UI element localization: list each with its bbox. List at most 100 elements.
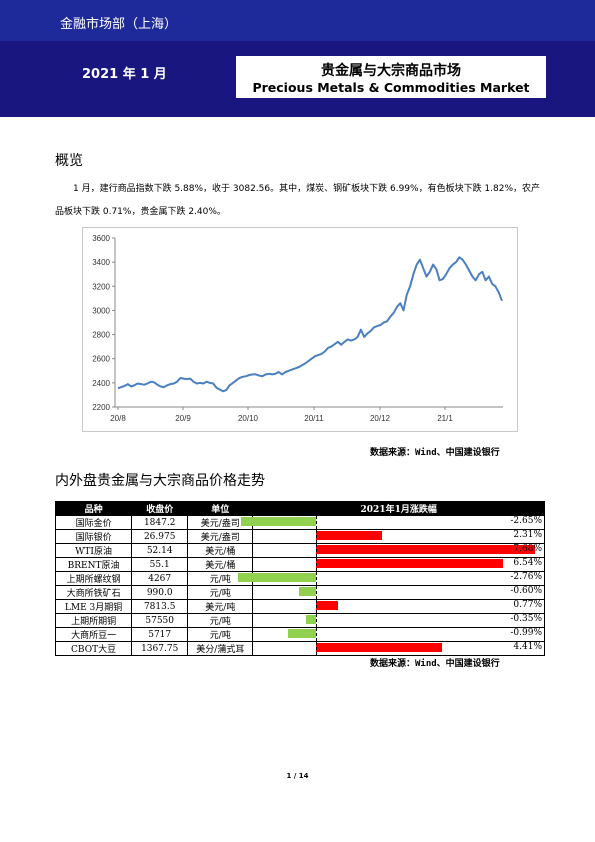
change-bar-cell: -2.76% — [237, 571, 545, 586]
table-source-note: 数据来源：Wind、中国建设银行 — [370, 659, 500, 669]
price-table: 品种 收盘价 单位 2021年1月涨跌幅 国际金价 1847.2 美元/盎司 -2.6… — [54, 501, 545, 656]
cell-name: 国际银价 — [54, 529, 133, 544]
table-row: LME 3月期铜 7813.5 美元/吨 0.77% — [54, 599, 545, 614]
cell-close: 55.1 — [131, 557, 189, 572]
change-bar — [299, 587, 317, 596]
y-tick-label: 3000 — [92, 306, 110, 315]
change-percent: 7.68% — [513, 544, 542, 554]
cell-close: 4267 — [131, 571, 189, 586]
zero-line — [316, 530, 318, 543]
cell-unit: 元/吨 — [187, 613, 254, 628]
report-title-en: Precious Metals & Commodities Market — [252, 80, 530, 95]
cell-name: LME 3月期铜 — [54, 599, 133, 614]
col-header-close: 收盘价 — [131, 501, 189, 516]
cell-name: 大商所豆一 — [54, 627, 133, 642]
change-percent: 0.77% — [513, 600, 542, 610]
change-bar-cell: 0.77% — [252, 599, 545, 614]
cell-close: 7813.5 — [131, 599, 189, 614]
change-bar-cell: -0.60% — [252, 585, 545, 600]
zero-line — [316, 614, 318, 627]
change-percent: 4.41% — [513, 642, 542, 652]
change-bar-cell: -0.99% — [252, 627, 545, 642]
change-bar-cell: -0.35% — [252, 613, 545, 628]
x-tick-label: 20/8 — [110, 414, 126, 423]
overview-text: 1 月，建行商品指数下跌 5.88%，收于 3082.56。其中，煤炭、钢矿板块… — [55, 184, 541, 217]
table-row: 国际银价 26.975 美元/盎司 2.31% — [54, 529, 545, 544]
change-percent: -0.99% — [510, 628, 542, 638]
col-header-change: 2021年1月涨跌幅 — [252, 501, 545, 516]
report-title-cn: 贵金属与大宗商品市场 — [321, 63, 461, 79]
table-row: 大商所豆一 5717 元/吨 -0.99% — [54, 627, 545, 642]
commodity-index-chart: 3600 3400 3200 3000 2800 2600 2400 2200 20/8 20/9… — [82, 227, 518, 432]
index-series-line — [117, 256, 503, 393]
change-percent: -2.76% — [510, 572, 542, 582]
table-row: 国际金价 1847.2 美元/盎司 -2.65% — [54, 515, 545, 530]
cell-name: 国际金价 — [54, 515, 133, 530]
cell-unit: 美元/吨 — [187, 599, 254, 614]
y-tick-label: 3600 — [92, 234, 110, 243]
table-row: 大商所铁矿石 990.0 元/吨 -0.60% — [54, 585, 545, 600]
cell-unit: 元/吨 — [187, 627, 254, 642]
y-tick-label: 2400 — [92, 379, 110, 388]
overview-heading: 概览 — [55, 153, 83, 169]
change-percent: -0.60% — [510, 586, 542, 596]
y-tick-label: 2200 — [92, 403, 110, 412]
cell-name: 上期所螺纹钢 — [54, 571, 133, 586]
change-percent: -2.65% — [510, 516, 542, 526]
zero-line — [316, 600, 318, 613]
change-bar — [316, 545, 536, 554]
zero-line — [316, 516, 318, 529]
change-bar — [316, 531, 383, 540]
change-bar — [306, 615, 317, 624]
col-header-name: 品种 — [54, 501, 133, 516]
change-bar — [316, 643, 443, 652]
report-date: 2021 年 1 月 — [82, 67, 167, 82]
page-number: 1 / 14 — [286, 772, 309, 780]
cell-name: BRENT原油 — [54, 557, 133, 572]
change-percent: 6.54% — [513, 558, 542, 568]
cell-name: 上期所期铜 — [54, 613, 133, 628]
overview-paragraph: 1 月，建行商品指数下跌 5.88%，收于 3082.56。其中，煤炭、钢矿板块… — [55, 178, 545, 224]
change-bar — [240, 517, 317, 526]
change-bar-cell: 6.54% — [252, 557, 545, 572]
cell-unit: 美分/蒲式耳 — [187, 641, 254, 656]
zero-line — [316, 558, 318, 571]
change-bar — [237, 573, 317, 582]
cell-name: WTI原油 — [54, 543, 133, 558]
cell-close: 57550 — [131, 613, 189, 628]
cell-close: 52.14 — [131, 543, 189, 558]
x-tick-label: 20/11 — [304, 414, 324, 423]
cell-unit: 美元/桶 — [187, 543, 254, 558]
y-tick-label: 3400 — [92, 258, 110, 267]
x-tick-label: 20/9 — [175, 414, 191, 423]
zero-line — [316, 544, 318, 557]
zero-line — [316, 586, 318, 599]
x-tick-label: 20/12 — [370, 414, 391, 423]
change-percent: 2.31% — [513, 530, 542, 540]
cell-close: 1367.75 — [131, 641, 189, 656]
y-tick-label: 2800 — [92, 331, 110, 340]
table-row: WTI原油 52.14 美元/桶 7.68% — [54, 543, 545, 558]
cell-name: CBOT大豆 — [54, 641, 133, 656]
cell-unit: 元/吨 — [187, 585, 254, 600]
change-bar-cell: 2.31% — [252, 529, 545, 544]
y-tick-label: 3200 — [92, 282, 110, 291]
cell-close: 990.0 — [131, 585, 189, 600]
table-heading: 内外盘贵金属与大宗商品价格走势 — [55, 473, 265, 489]
chart-source-note: 数据来源：Wind、中国建设银行 — [370, 448, 500, 458]
cell-close: 26.975 — [131, 529, 189, 544]
table-row: 上期所期铜 57550 元/吨 -0.35% — [54, 613, 545, 628]
col-header-unit: 单位 — [187, 501, 254, 516]
change-percent: -0.35% — [510, 614, 542, 624]
table-header-row: 品种 收盘价 单位 2021年1月涨跌幅 — [54, 501, 545, 516]
report-title-box: 贵金属与大宗商品市场 Precious Metals & Commodities… — [236, 56, 546, 98]
cell-unit: 美元/盎司 — [187, 529, 254, 544]
zero-line — [316, 572, 318, 585]
change-bar-cell: 7.68% — [252, 543, 545, 558]
cell-unit: 美元/桶 — [187, 557, 254, 572]
cell-close: 5717 — [131, 627, 189, 642]
top-header-bar: 金融市场部（上海） — [0, 0, 595, 41]
table-row: BRENT原油 55.1 美元/桶 6.54% — [54, 557, 545, 572]
zero-line — [316, 628, 318, 641]
